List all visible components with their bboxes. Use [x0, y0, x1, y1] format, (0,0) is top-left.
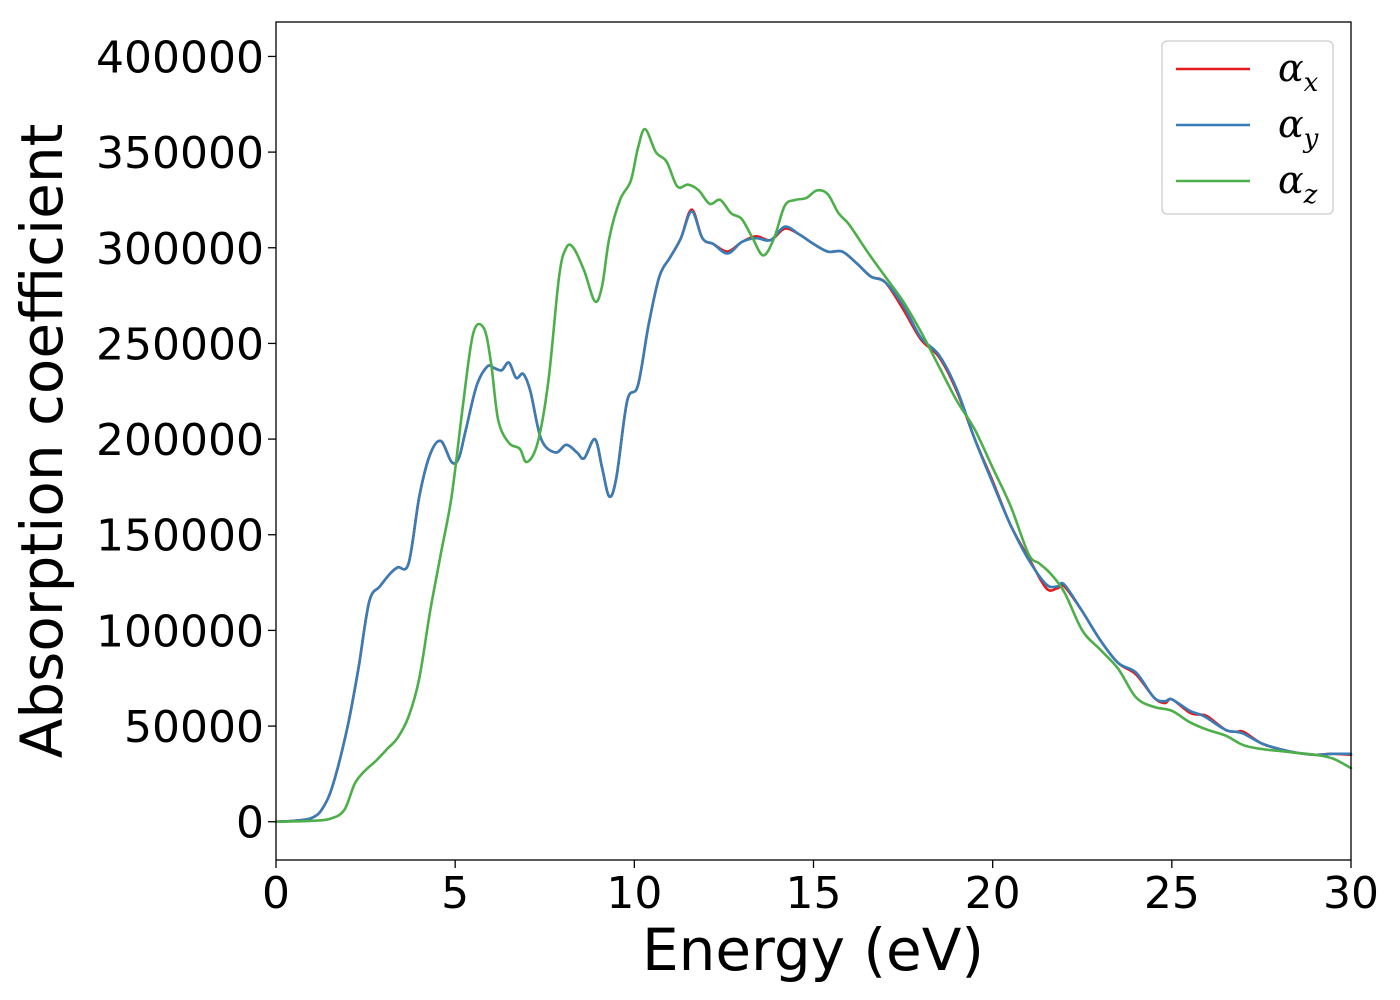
y-tick-label: 50000: [124, 702, 264, 753]
legend-box: [1161, 40, 1334, 215]
legend-label-z: αz: [1278, 158, 1318, 210]
y-tick-label: 400000: [96, 32, 264, 83]
x-tick-label: 20: [965, 868, 1021, 919]
y-tick-label: 300000: [96, 224, 264, 275]
series-line-alpha-x: [274, 208, 1353, 823]
x-tick-label: 0: [262, 868, 290, 919]
y-tick-label: 200000: [96, 415, 264, 466]
y-axis: 0 50000 100000 150000 200000 250000 300000 3500…: [96, 32, 276, 849]
legend-label-x: αx: [1278, 46, 1319, 98]
legend-label-base: α: [1278, 46, 1304, 90]
y-tick-label: 250000: [96, 319, 264, 370]
x-axis: 0 5 10 15 20 25 30: [262, 860, 1379, 919]
series-line-alpha-y: [274, 210, 1353, 823]
legend-label-base: α: [1278, 158, 1304, 202]
legend-label-subscript: x: [1304, 68, 1319, 98]
series-layer: [274, 127, 1353, 823]
x-tick-label: 5: [441, 868, 469, 919]
y-tick-label: 100000: [96, 606, 264, 657]
legend-label-y: αy: [1278, 102, 1319, 154]
legend-label-subscript: z: [1303, 180, 1318, 210]
series-line-alpha-z: [274, 127, 1353, 823]
x-tick-label: 30: [1323, 868, 1379, 919]
y-axis-title: Absorption coefficient: [8, 124, 76, 759]
x-tick-label: 15: [786, 868, 842, 919]
y-tick-label: 350000: [96, 128, 264, 179]
x-axis-title: Energy (eV): [642, 916, 984, 984]
x-tick-label: 10: [606, 868, 662, 919]
x-tick-label: 25: [1144, 868, 1200, 919]
y-tick-label: 0: [236, 798, 264, 849]
y-tick-label: 150000: [96, 511, 264, 562]
legend-label-subscript: y: [1303, 124, 1319, 154]
legend-label-base: α: [1278, 102, 1304, 146]
